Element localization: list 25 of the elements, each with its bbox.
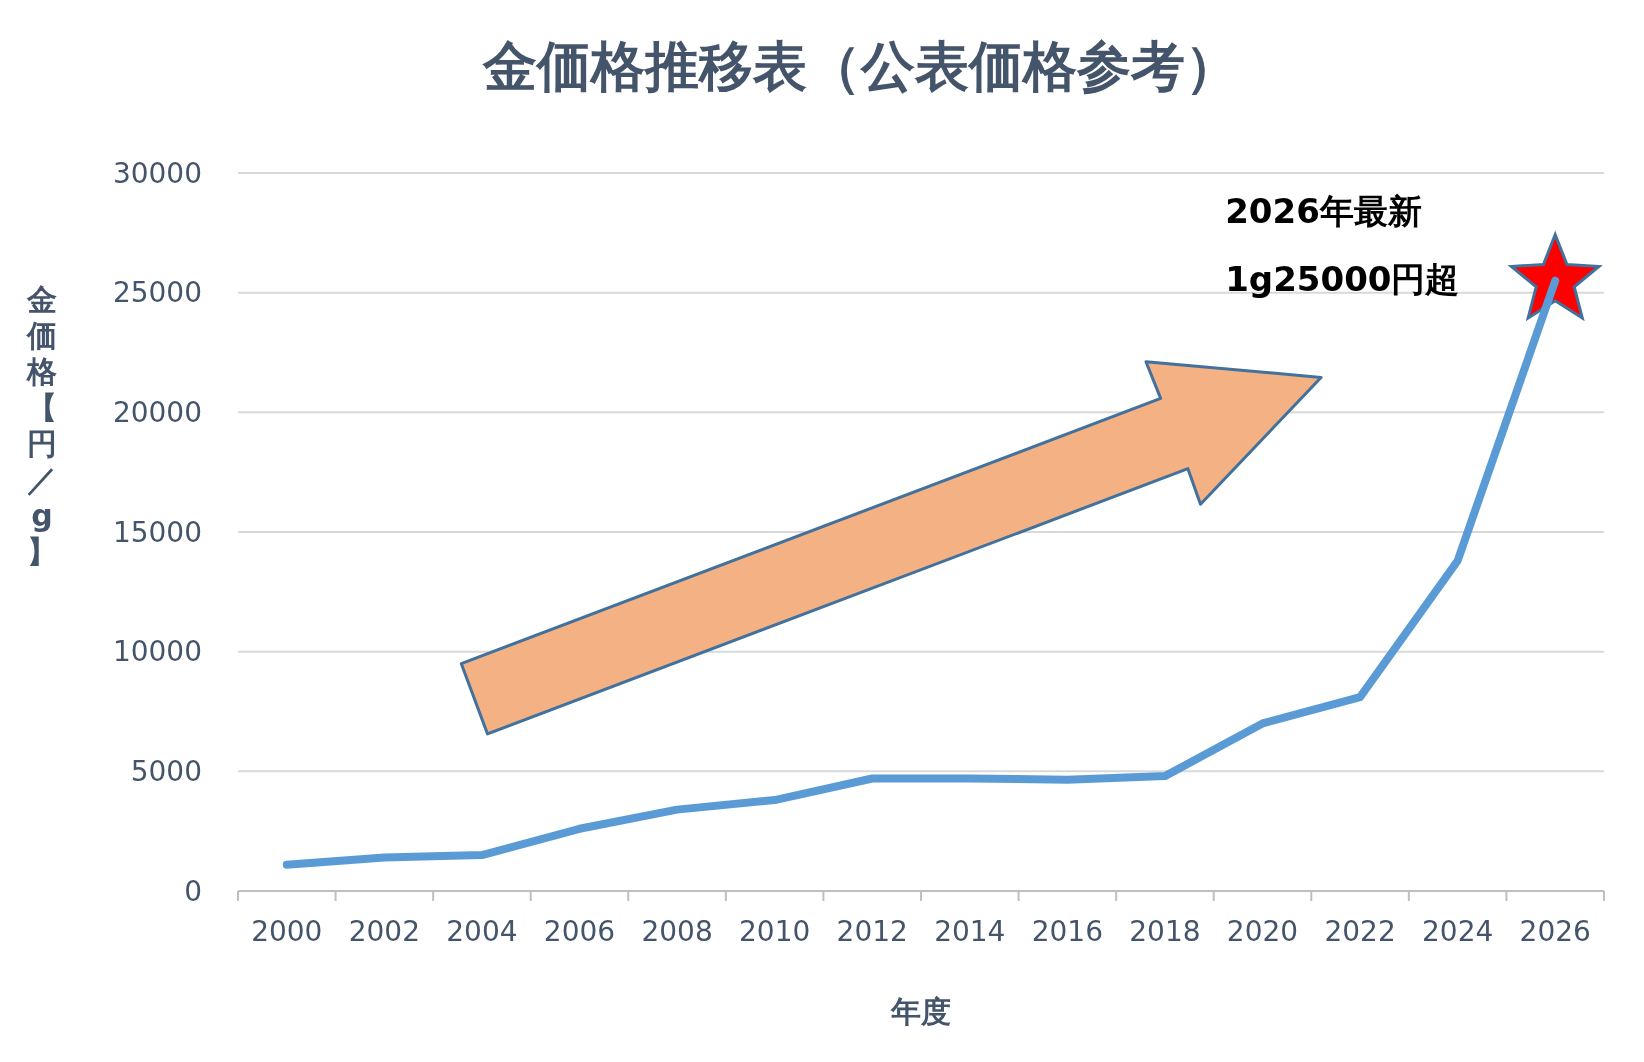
y-tick-label: 15000 (112, 515, 202, 549)
x-tick-label: 2014 (934, 915, 1006, 948)
x-tick-label: 2002 (348, 915, 420, 948)
x-tick-label: 2024 (1422, 915, 1494, 948)
x-tick-label: 2016 (1031, 915, 1103, 948)
x-tick-label: 2018 (1129, 915, 1201, 948)
x-tick-label: 2006 (543, 915, 616, 948)
x-tick-label: 2020 (1226, 915, 1299, 948)
y-tick-label: 0 (184, 874, 202, 908)
y-tick-label: 30000 (112, 156, 202, 190)
x-tick-label: 2012 (836, 915, 908, 948)
y-tick-label: 10000 (112, 635, 202, 669)
x-tick-label: 2008 (641, 915, 713, 948)
y-tick-label: 5000 (130, 755, 202, 789)
y-tick-label: 20000 (112, 396, 202, 430)
x-tick-label: 2026 (1519, 915, 1591, 948)
x-tick-label: 2022 (1324, 915, 1396, 948)
x-tick-label: 2000 (251, 915, 323, 948)
x-tick-label: 2010 (739, 915, 811, 948)
y-tick-label: 25000 (112, 276, 202, 310)
x-tick-label: 2004 (446, 915, 518, 948)
y-axis-title: 金価格【円／g】 (26, 282, 57, 569)
chart-title: 金価格推移表（公表価格参考） (482, 35, 1239, 98)
x-axis-title: 年度 (890, 994, 951, 1029)
annotation: 2026年最新 1g25000円超 (1225, 190, 1460, 299)
